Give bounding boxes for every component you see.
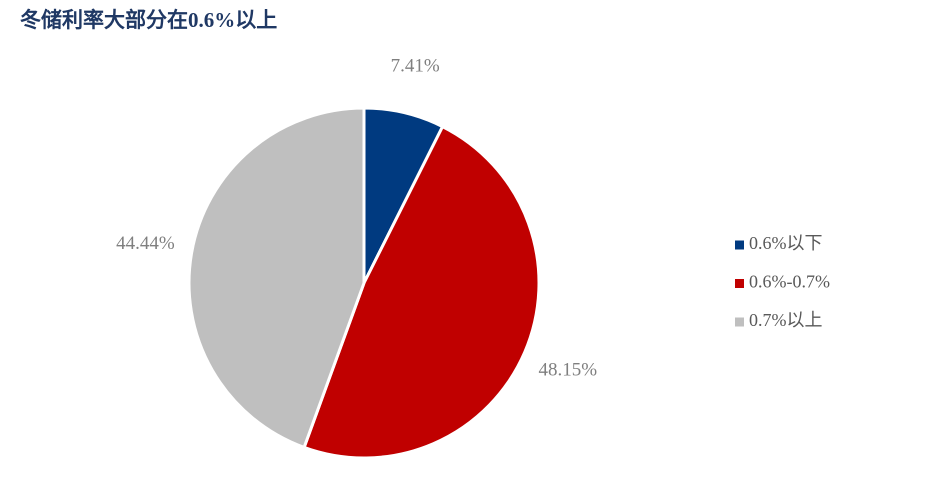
data-label: 48.15% — [539, 359, 598, 380]
legend-swatch — [735, 240, 744, 250]
legend-label: 0.6%以下 — [749, 233, 823, 253]
legend-label: 0.6%-0.7% — [749, 272, 830, 292]
chart-title: 冬储利率大部分在0.6%以上 — [20, 8, 277, 32]
pie-slice — [187, 106, 366, 450]
data-label: 7.41% — [391, 55, 440, 76]
data-label: 44.44% — [116, 233, 175, 254]
legend-swatch — [735, 317, 744, 327]
legend-label: 0.7%以上 — [749, 310, 823, 330]
pie-slice — [302, 124, 541, 460]
legend-swatch — [735, 279, 744, 288]
